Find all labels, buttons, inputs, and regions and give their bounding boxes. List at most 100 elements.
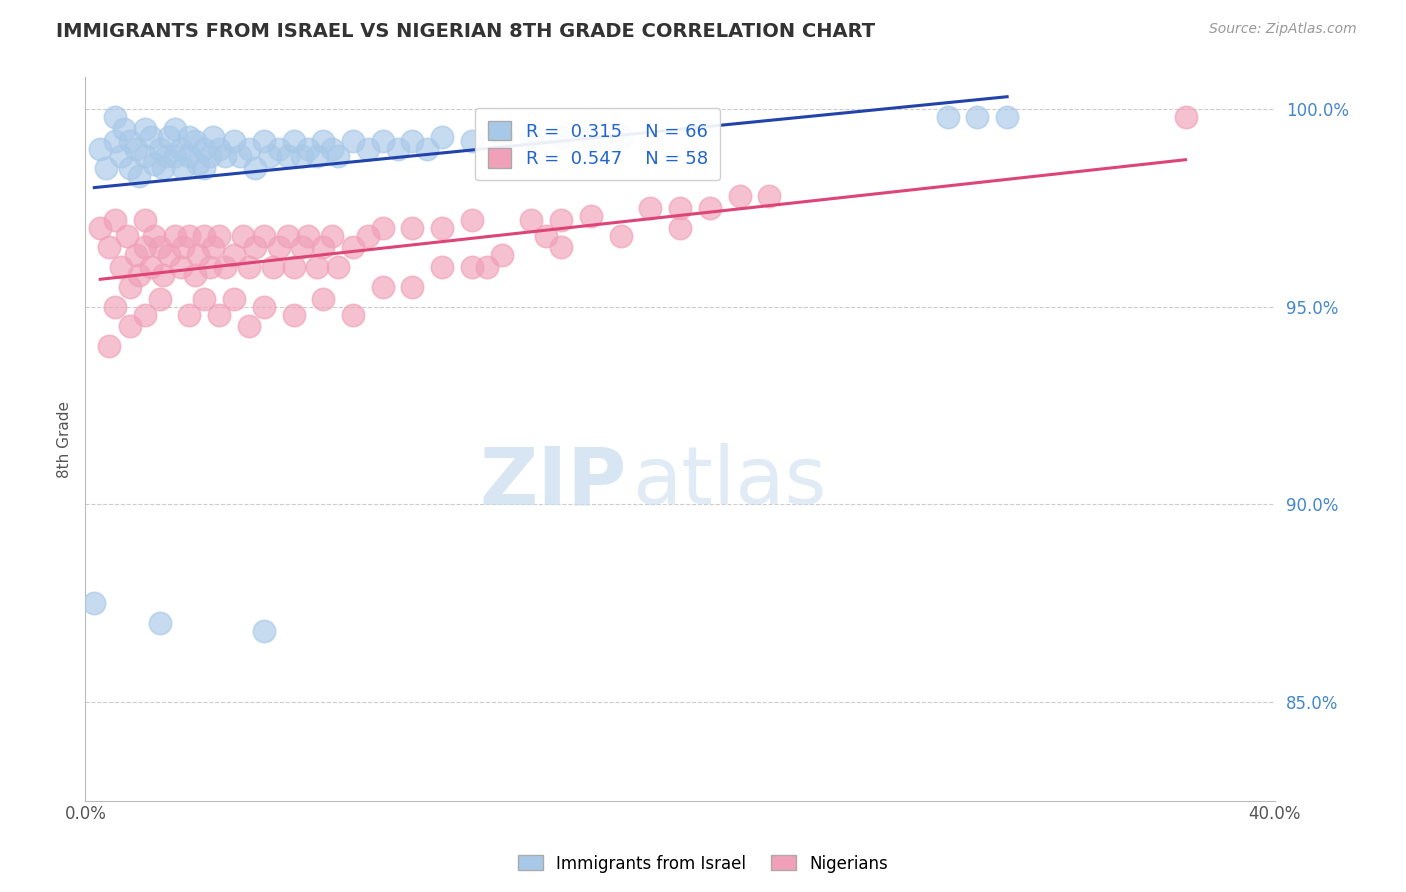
Point — [253, 228, 276, 243]
Point — [401, 134, 423, 148]
Point — [297, 228, 319, 243]
Point — [128, 268, 150, 282]
Legend: R =  0.315    N = 66, R =  0.547    N = 58: R = 0.315 N = 66, R = 0.547 N = 58 — [475, 108, 720, 180]
Legend: Immigrants from Israel, Nigerians: Immigrants from Israel, Nigerians — [512, 848, 894, 880]
Point — [243, 240, 266, 254]
Point — [342, 134, 364, 148]
Point — [475, 260, 498, 274]
Point — [238, 260, 260, 274]
Point — [669, 201, 692, 215]
Point — [193, 142, 215, 156]
Text: Source: ZipAtlas.com: Source: ZipAtlas.com — [1209, 22, 1357, 37]
Point — [155, 149, 177, 163]
Point — [430, 220, 453, 235]
Point — [104, 300, 127, 314]
Point — [179, 228, 201, 243]
Point — [371, 280, 394, 294]
Point — [550, 129, 572, 144]
Point — [401, 280, 423, 294]
Point — [222, 292, 245, 306]
Point — [222, 248, 245, 262]
Point — [193, 292, 215, 306]
Point — [139, 129, 162, 144]
Point — [669, 220, 692, 235]
Text: atlas: atlas — [633, 443, 827, 522]
Point — [98, 339, 121, 353]
Point — [430, 129, 453, 144]
Point — [222, 134, 245, 148]
Point — [134, 240, 156, 254]
Point — [609, 129, 631, 144]
Point — [83, 596, 105, 610]
Point — [163, 228, 186, 243]
Point — [307, 260, 329, 274]
Point — [208, 228, 231, 243]
Point — [179, 308, 201, 322]
Point — [208, 142, 231, 156]
Point — [232, 228, 254, 243]
Point — [550, 212, 572, 227]
Point — [966, 110, 988, 124]
Text: ZIP: ZIP — [479, 443, 627, 522]
Point — [267, 142, 290, 156]
Point — [579, 209, 602, 223]
Point — [163, 149, 186, 163]
Point — [640, 201, 662, 215]
Point — [125, 248, 148, 262]
Point — [142, 157, 165, 171]
Point — [262, 260, 284, 274]
Point — [609, 228, 631, 243]
Point — [758, 189, 780, 203]
Point — [134, 212, 156, 227]
Point — [104, 110, 127, 124]
Point — [342, 308, 364, 322]
Point — [184, 134, 207, 148]
Point — [115, 228, 138, 243]
Point — [110, 149, 132, 163]
Point — [104, 134, 127, 148]
Point — [291, 149, 314, 163]
Point — [253, 134, 276, 148]
Point — [149, 615, 172, 630]
Point — [321, 228, 343, 243]
Point — [579, 129, 602, 144]
Point — [1174, 110, 1197, 124]
Point — [134, 121, 156, 136]
Point — [357, 142, 380, 156]
Point — [208, 308, 231, 322]
Point — [187, 157, 209, 171]
Point — [96, 161, 118, 176]
Point — [187, 248, 209, 262]
Point — [321, 142, 343, 156]
Point — [110, 260, 132, 274]
Point — [149, 142, 172, 156]
Point — [152, 161, 174, 176]
Point — [307, 149, 329, 163]
Point — [326, 149, 349, 163]
Point — [118, 134, 141, 148]
Point — [371, 220, 394, 235]
Point — [142, 228, 165, 243]
Point — [134, 308, 156, 322]
Point — [283, 308, 305, 322]
Point — [253, 624, 276, 638]
Point — [169, 260, 191, 274]
Point — [149, 240, 172, 254]
Point — [387, 142, 409, 156]
Point — [214, 149, 236, 163]
Point — [312, 134, 335, 148]
Point — [491, 248, 513, 262]
Point — [430, 260, 453, 274]
Point — [200, 149, 222, 163]
Point — [536, 228, 558, 243]
Point — [134, 149, 156, 163]
Y-axis label: 8th Grade: 8th Grade — [58, 401, 72, 477]
Point — [89, 142, 111, 156]
Point — [149, 292, 172, 306]
Point — [173, 161, 195, 176]
Point — [169, 142, 191, 156]
Point — [283, 260, 305, 274]
Point — [461, 260, 484, 274]
Point — [267, 240, 290, 254]
Point — [238, 319, 260, 334]
